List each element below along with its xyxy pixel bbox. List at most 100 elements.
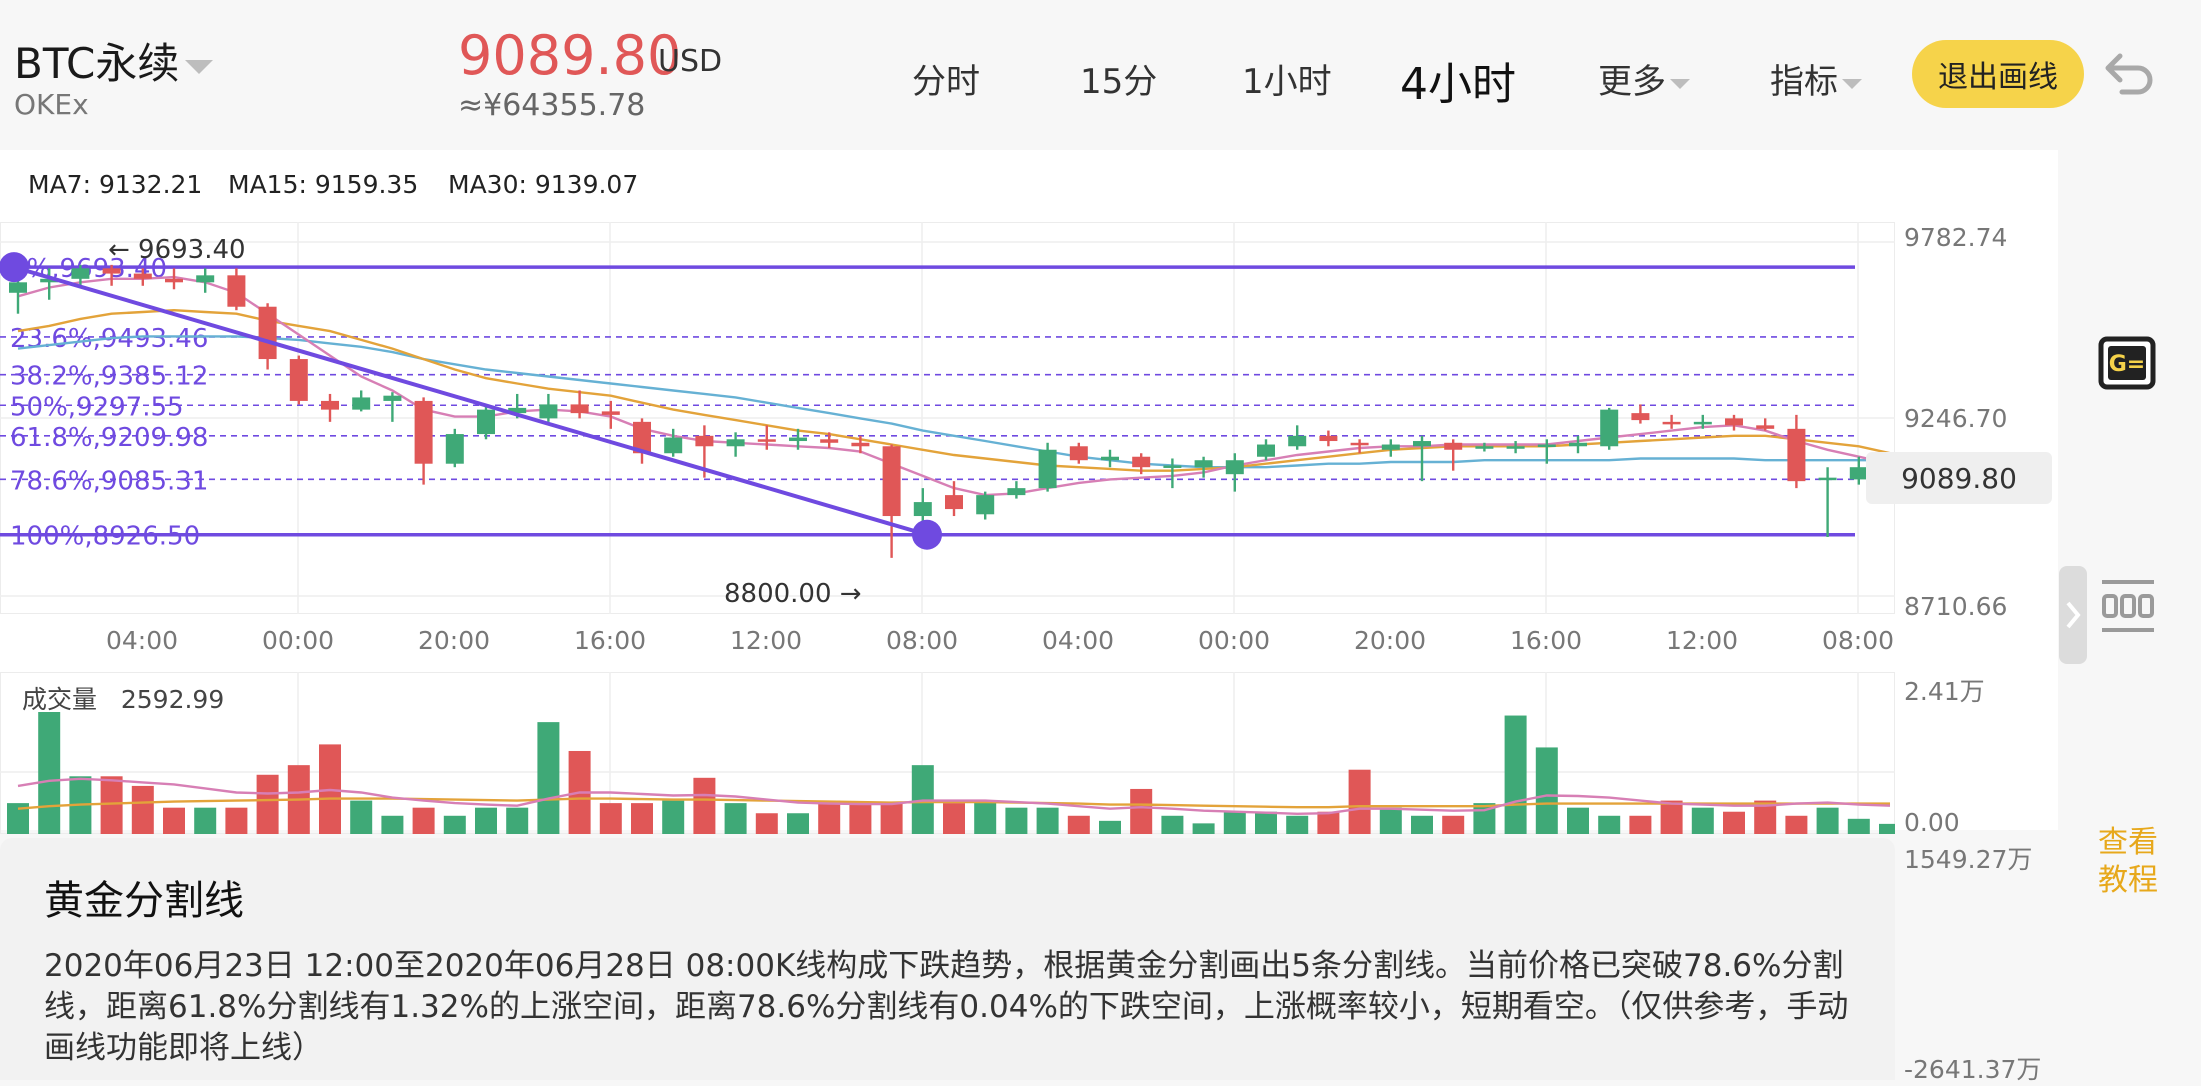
tab-timeshare[interactable]: 分时: [912, 54, 980, 103]
candle-body: [1069, 446, 1088, 461]
candle-body: [1818, 477, 1837, 481]
candlestick-chart[interactable]: 0%,9693.4023.6%,9493.4638.2%,9385.1250%,…: [0, 222, 1895, 614]
drawing-toolbar-icon[interactable]: [2100, 578, 2156, 634]
volume-bar: [256, 774, 279, 834]
volume-bar: [1348, 769, 1371, 834]
undo-icon[interactable]: [2102, 48, 2158, 98]
volume-bar: [225, 807, 248, 834]
candle-body: [1163, 465, 1182, 468]
candle-body: [227, 275, 246, 307]
symbol-name: BTC永续: [14, 39, 180, 88]
volume-bar: [974, 800, 997, 834]
price-unit: USD: [658, 44, 723, 79]
volume_ma2-line: [17, 797, 1890, 810]
fib-label: 38.2%,9385.12: [10, 362, 208, 392]
tab-1hour[interactable]: 1小时: [1242, 54, 1332, 103]
candle-body: [1381, 444, 1400, 450]
volume-bar: [7, 803, 29, 834]
volume-bar: [1036, 807, 1059, 834]
current-price-tag: 9089.80: [1866, 452, 2052, 504]
candle-body: [1257, 444, 1275, 457]
volume-bar: [1598, 815, 1621, 834]
time-axis-label: 16:00: [1510, 626, 1583, 655]
candle-body: [1569, 442, 1587, 447]
candle-body: [570, 404, 589, 414]
tab-label: 指标: [1770, 62, 1838, 102]
volume-bar: [724, 803, 747, 834]
panel-title: 黄金分割线: [44, 868, 244, 926]
symbol-selector[interactable]: BTC永续: [14, 30, 214, 91]
price-axis-mid: 9246.70: [1904, 404, 2008, 433]
time-axis-label: 12:00: [730, 626, 803, 655]
candle-body: [165, 278, 183, 283]
volume-bar: [662, 800, 685, 834]
volume-bar: [381, 815, 404, 834]
volume-bar: [787, 813, 809, 834]
candle-body: [1849, 467, 1868, 480]
expand-panel-tab[interactable]: [2059, 566, 2087, 664]
tab-15min[interactable]: 15分: [1080, 54, 1157, 103]
fibonacci-tool-icon[interactable]: G=: [2098, 336, 2156, 390]
volume-bar: [1754, 800, 1777, 834]
tab-indicators[interactable]: 指标: [1770, 54, 1862, 103]
candle-body: [352, 397, 371, 410]
candle-body: [976, 495, 995, 515]
ma30-legend: MA30: 9139.07: [448, 170, 639, 199]
tab-label: 1小时: [1242, 62, 1332, 102]
candle-body: [414, 400, 433, 464]
tab-4hour[interactable]: 4小时: [1400, 48, 1516, 114]
candle-body: [1444, 442, 1463, 450]
time-axis-label: 00:00: [262, 626, 335, 655]
volume-bar: [1879, 823, 1895, 834]
volume-bar: [1567, 807, 1589, 834]
volume-axis-zero: 0.00: [1904, 808, 1960, 837]
volume-value: 2592.99: [120, 685, 225, 714]
volume-bar: [1691, 807, 1714, 834]
candle-body: [196, 275, 215, 283]
volume_ma1-line: [17, 777, 1891, 816]
candle-body: [882, 446, 901, 517]
volume-bar: [1379, 807, 1402, 834]
volume-bar: [194, 807, 217, 834]
candle-body: [1225, 460, 1244, 475]
exit-drawing-button[interactable]: 退出画线: [1912, 40, 2084, 108]
candle-body: [133, 273, 152, 279]
candle-body: [1038, 449, 1057, 489]
volume-bar: [475, 807, 497, 834]
candle-body: [601, 411, 620, 415]
volume-bar: [1785, 815, 1808, 834]
candle-body: [1350, 442, 1369, 446]
time-axis-label: 04:00: [106, 626, 179, 655]
tab-label: 分时: [912, 62, 980, 102]
candle-body: [820, 439, 839, 443]
trend-anchor-start: [0, 252, 29, 283]
volume-bar: [1130, 788, 1153, 834]
candle-body: [508, 407, 527, 414]
tab-more[interactable]: 更多: [1598, 54, 1690, 103]
volume-bar: [1723, 811, 1745, 834]
tab-label: 15分: [1080, 62, 1158, 102]
time-axis-label: 08:00: [886, 626, 959, 655]
indicator-axis-max: 1549.27万: [1904, 845, 2033, 874]
candle-body: [1693, 421, 1712, 425]
candle-body: [1662, 421, 1681, 425]
candle-body: [1007, 488, 1026, 496]
candle-body: [633, 421, 651, 454]
view-tutorial-link[interactable]: 查看 教程: [2088, 824, 2168, 900]
candle-body: [9, 282, 27, 293]
volume-bar: [880, 803, 903, 834]
chart-area[interactable]: [0, 150, 2058, 830]
candle-body: [757, 439, 776, 442]
volume-chart[interactable]: [0, 672, 1895, 834]
chevron-down-icon: [1842, 78, 1862, 89]
volume-bar: [1629, 815, 1652, 834]
volume-bar: [443, 815, 466, 834]
time-axis-label: 20:00: [1354, 626, 1427, 655]
price-axis-max: 9782.74: [1904, 223, 2008, 252]
ma7-legend: MA7: 9132.21: [28, 170, 203, 199]
chevron-right-icon: [2066, 601, 2081, 629]
candle-body: [789, 437, 807, 442]
volume-bar: [537, 722, 560, 834]
candle-body: [1537, 444, 1556, 448]
candle-body: [71, 268, 90, 279]
